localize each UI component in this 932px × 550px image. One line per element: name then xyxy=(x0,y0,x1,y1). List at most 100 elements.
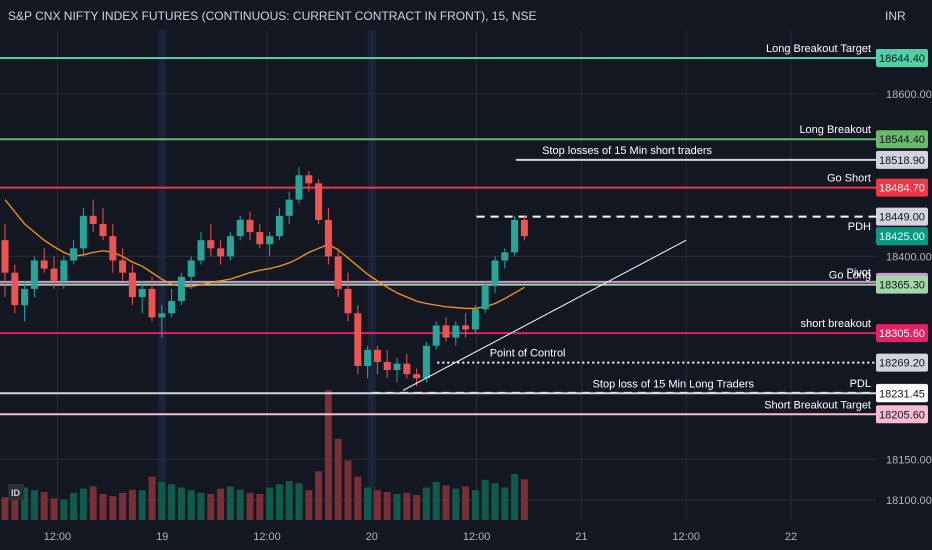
volume-bar xyxy=(109,496,117,520)
price-badge xyxy=(876,150,928,169)
volume-bar xyxy=(1,497,9,520)
candle-body xyxy=(491,260,499,285)
x-tick-label: 12:00 xyxy=(44,531,72,543)
candle-body xyxy=(422,345,430,379)
volume-bar xyxy=(373,490,381,520)
price-axis: 18600.00 18400.00 18150.00 18100.00 xyxy=(886,89,932,507)
volume-bar xyxy=(324,390,332,520)
volume-bar xyxy=(207,494,215,520)
currency-label: INR xyxy=(885,9,906,23)
candle-body xyxy=(354,313,362,367)
candle-body xyxy=(1,240,9,273)
volume-bar xyxy=(383,491,391,520)
volume-bar xyxy=(413,495,421,520)
volume-bar xyxy=(197,492,205,520)
price-badge-text: 18205.60 xyxy=(879,409,925,421)
candle-body xyxy=(393,363,401,371)
tradingview-logo: ID xyxy=(8,484,24,500)
x-tick-label: 12:00 xyxy=(463,531,491,543)
volume-bar xyxy=(79,488,87,520)
candle-body xyxy=(501,252,509,261)
volume-bar xyxy=(236,489,244,520)
y-tick-label: 18600.00 xyxy=(886,89,932,101)
volume-bar xyxy=(305,490,313,520)
x-tick-label: 12:00 xyxy=(672,531,700,543)
candle-body xyxy=(471,309,479,330)
candle-body xyxy=(413,374,421,379)
volume-bar xyxy=(11,495,19,520)
candle-body xyxy=(432,325,440,346)
volume-bar xyxy=(21,487,29,520)
candle-body xyxy=(177,276,185,302)
price-badge-text: 18518.90 xyxy=(879,155,925,167)
candle-body xyxy=(217,248,225,257)
volume-bar xyxy=(148,476,156,520)
volume-bar xyxy=(99,494,107,520)
candlesticks xyxy=(1,167,528,387)
price-badge-text: 18544.40 xyxy=(879,134,925,146)
volume-bar xyxy=(40,491,48,520)
volume-bar xyxy=(266,487,274,520)
ma-line xyxy=(4,199,525,310)
x-tick-label: 12:00 xyxy=(253,531,281,543)
candle-body xyxy=(520,219,528,237)
volume-bar xyxy=(315,471,323,520)
candle-body xyxy=(11,272,19,306)
volume-bar xyxy=(128,489,136,520)
volume-bar xyxy=(138,490,146,520)
candle-body xyxy=(109,236,117,261)
level-label: PDH xyxy=(848,221,871,233)
price-badge-text: 18231.45 xyxy=(879,388,925,400)
candle-body xyxy=(148,288,156,318)
candle-body xyxy=(158,313,166,318)
level-lines xyxy=(0,57,876,416)
candle-body xyxy=(207,240,215,249)
price-badge xyxy=(876,324,928,343)
volume-bar xyxy=(344,460,352,520)
y-tick-label: 18150.00 xyxy=(886,454,932,466)
volume-bar xyxy=(354,476,362,520)
candle-body xyxy=(462,325,470,330)
price-badge xyxy=(876,384,928,403)
volume-bar xyxy=(442,485,450,520)
volume-bar xyxy=(30,490,38,520)
candle-body xyxy=(266,236,274,245)
price-badge xyxy=(876,275,928,294)
y-tick-label: 18100.00 xyxy=(886,495,932,507)
volume-bar xyxy=(285,481,293,520)
level-label: PDL xyxy=(850,378,871,390)
volume-bar xyxy=(334,438,342,520)
price-badges: 18644.40 Long Breakout Target 18544.40 Long… xyxy=(490,43,928,424)
volume-bar xyxy=(491,483,499,520)
candle-body xyxy=(79,215,87,249)
candle-body xyxy=(452,325,460,338)
volume-bar xyxy=(89,486,97,520)
candle-body xyxy=(285,199,293,216)
price-badge-text: 18644.40 xyxy=(879,53,925,65)
volume-bar xyxy=(501,487,509,520)
volume-bar xyxy=(422,487,430,520)
level-label: Stop losses of 15 Min short traders xyxy=(542,145,712,157)
candle-body xyxy=(99,223,107,237)
candle-body xyxy=(60,260,68,281)
x-tick-label: 20 xyxy=(366,531,378,543)
candle-body xyxy=(334,256,342,289)
price-badge xyxy=(876,130,928,149)
trendline xyxy=(402,239,687,391)
volume-bar xyxy=(295,483,303,520)
candle-body xyxy=(89,215,97,224)
volume-bar xyxy=(403,492,411,520)
level-label: Short Breakout Target xyxy=(764,399,871,411)
volume-bar xyxy=(187,490,195,520)
candle-body xyxy=(30,260,38,289)
volume-bar xyxy=(364,487,372,520)
volume-bar xyxy=(226,486,234,520)
volume-bar xyxy=(177,487,185,520)
time-axis: 12:00 19 12:00 20 12:00 21 12:00 22 xyxy=(44,531,797,543)
x-tick-label: 19 xyxy=(156,531,168,543)
volume-bar xyxy=(70,492,78,520)
y-tick-label: 18400.00 xyxy=(886,251,932,263)
volume-bar xyxy=(462,486,470,520)
price-badge xyxy=(876,207,928,226)
